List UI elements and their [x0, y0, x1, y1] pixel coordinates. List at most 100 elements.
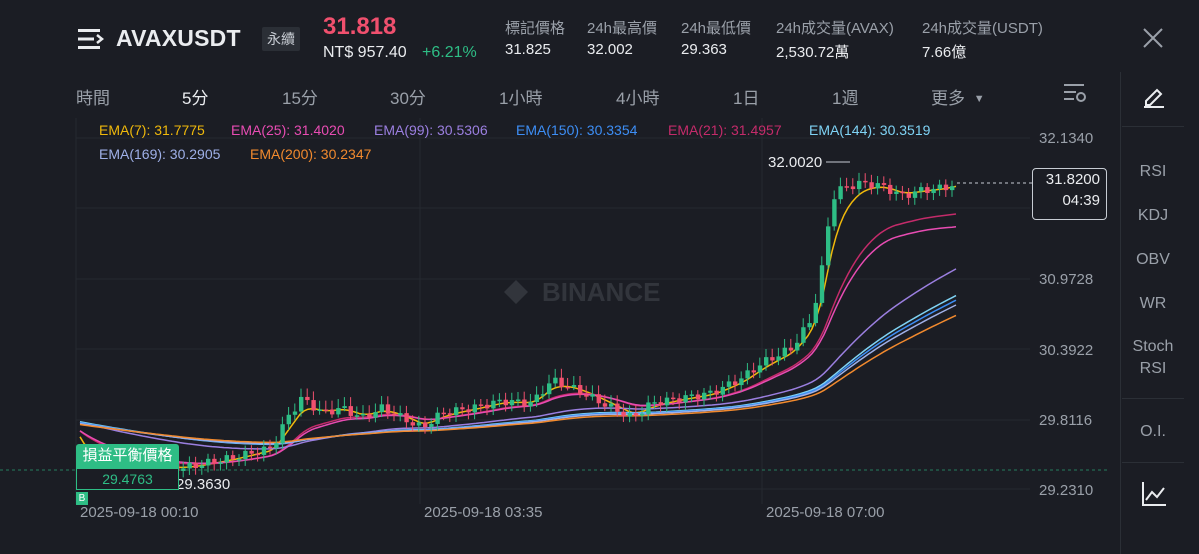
chart-indicator-icon[interactable]	[1140, 480, 1168, 508]
volume-avax-value: 2,530.72萬	[776, 44, 850, 61]
candle	[658, 402, 663, 406]
tab-4h[interactable]: 4小時	[616, 89, 660, 108]
candle	[646, 402, 651, 414]
candle	[770, 357, 775, 361]
candle	[782, 347, 787, 357]
candle	[261, 446, 267, 455]
candle	[497, 399, 502, 402]
candle	[652, 402, 657, 404]
tab-time[interactable]: 時間	[76, 89, 110, 108]
candle	[491, 400, 496, 409]
candle	[733, 381, 738, 386]
candle	[745, 370, 750, 379]
high-24h-label: 24h最高價	[587, 20, 658, 37]
x-axis-label: 2025-09-18 03:35	[424, 504, 543, 521]
candle	[708, 390, 713, 393]
ema-7-label: EMA(7): 31.7775	[99, 122, 205, 138]
tab-5m[interactable]: 5分	[182, 89, 209, 108]
candle	[187, 462, 192, 469]
candle	[243, 450, 248, 460]
candle	[776, 356, 781, 361]
chart-settings-icon[interactable]	[1063, 82, 1087, 104]
sidebar-item-wr[interactable]: WR	[1139, 295, 1167, 312]
ema-169-label: EMA(169): 30.2905	[99, 146, 221, 162]
tab-15m[interactable]: 15分	[282, 89, 318, 108]
candle	[726, 381, 732, 387]
tab-30m[interactable]: 30分	[390, 89, 426, 108]
candle	[292, 411, 298, 415]
draw-tool-icon[interactable]	[1141, 83, 1167, 109]
candle	[596, 394, 601, 404]
candle	[305, 396, 310, 401]
candle	[826, 226, 831, 266]
chart-grid	[75, 118, 1030, 504]
candle	[193, 462, 198, 468]
candle	[609, 403, 614, 407]
candle	[330, 409, 335, 415]
candle	[813, 302, 818, 324]
candle	[912, 191, 918, 198]
tab-more[interactable]: 更多 ▼	[931, 84, 985, 109]
close-icon[interactable]	[1142, 27, 1164, 49]
sidebar-item-oi[interactable]: O.I.	[1140, 423, 1166, 440]
menu-icon[interactable]	[78, 28, 105, 50]
candle	[385, 404, 391, 414]
candle	[553, 377, 558, 384]
buy-marker: B	[76, 492, 88, 505]
sidebar-divider	[1120, 72, 1121, 554]
candle	[894, 191, 899, 194]
candle	[819, 265, 825, 303]
candle	[441, 412, 446, 415]
candle	[925, 187, 930, 194]
candle	[342, 406, 347, 409]
x-axis-label: 2025-09-18 07:00	[766, 504, 885, 521]
breakeven-price-box[interactable]: 損益平衡價格 29.4763	[76, 444, 179, 490]
ema-21-label: EMA(21): 31.4957	[668, 122, 782, 138]
candle	[528, 402, 533, 407]
current-price-tag: 31.8200 04:39	[1032, 168, 1107, 220]
contract-type-badge: 永續	[262, 27, 300, 51]
candle	[844, 186, 849, 188]
candle	[702, 392, 707, 400]
candle	[212, 458, 217, 464]
current-price-value: 31.8200	[1045, 171, 1100, 188]
candle	[379, 404, 384, 413]
high-marker: 32.0020	[768, 154, 822, 171]
candle	[807, 323, 812, 328]
candle	[534, 394, 539, 403]
sidebar-item-stoch-rsi[interactable]: Stoch RSI	[1132, 338, 1174, 377]
candle	[367, 413, 372, 418]
symbol-title[interactable]: AVAXUSDT	[116, 25, 241, 51]
y-axis-label: 32.1340	[1039, 130, 1094, 147]
candle	[888, 184, 893, 194]
ema-144-label: EMA(144): 30.3519	[809, 122, 931, 138]
candle	[206, 458, 211, 466]
candle	[881, 183, 887, 185]
candle	[950, 186, 955, 191]
candle	[720, 386, 725, 395]
candle	[584, 394, 589, 397]
candle	[404, 413, 409, 423]
candle	[832, 199, 837, 227]
candle	[863, 180, 868, 183]
candle	[429, 423, 434, 428]
caret-down-icon: ▼	[973, 93, 985, 105]
sidebar-item-rsi[interactable]: RSI	[1139, 163, 1167, 180]
candle	[373, 412, 378, 418]
sidebar-item-kdj[interactable]: KDJ	[1137, 207, 1169, 224]
candle	[224, 455, 229, 463]
candle	[410, 422, 415, 426]
tab-1h[interactable]: 1小時	[499, 89, 543, 108]
volume-avax-label: 24h成交量(AVAX)	[776, 20, 894, 37]
tab-1d[interactable]: 1日	[733, 89, 760, 108]
candle	[336, 408, 341, 415]
volume-usdt-value: 7.66億	[922, 44, 967, 61]
mark-price-label: 標記價格	[505, 20, 566, 37]
candle	[237, 459, 242, 461]
sidebar-item-obv[interactable]: OBV	[1136, 251, 1170, 268]
y-axis-label: 29.2310	[1039, 482, 1094, 499]
candle	[689, 394, 694, 396]
mark-price-value: 31.825	[505, 41, 551, 58]
tab-1w[interactable]: 1週	[832, 89, 859, 108]
price-chart[interactable]: BINANCE 32.0020 29.3630	[0, 118, 1120, 504]
